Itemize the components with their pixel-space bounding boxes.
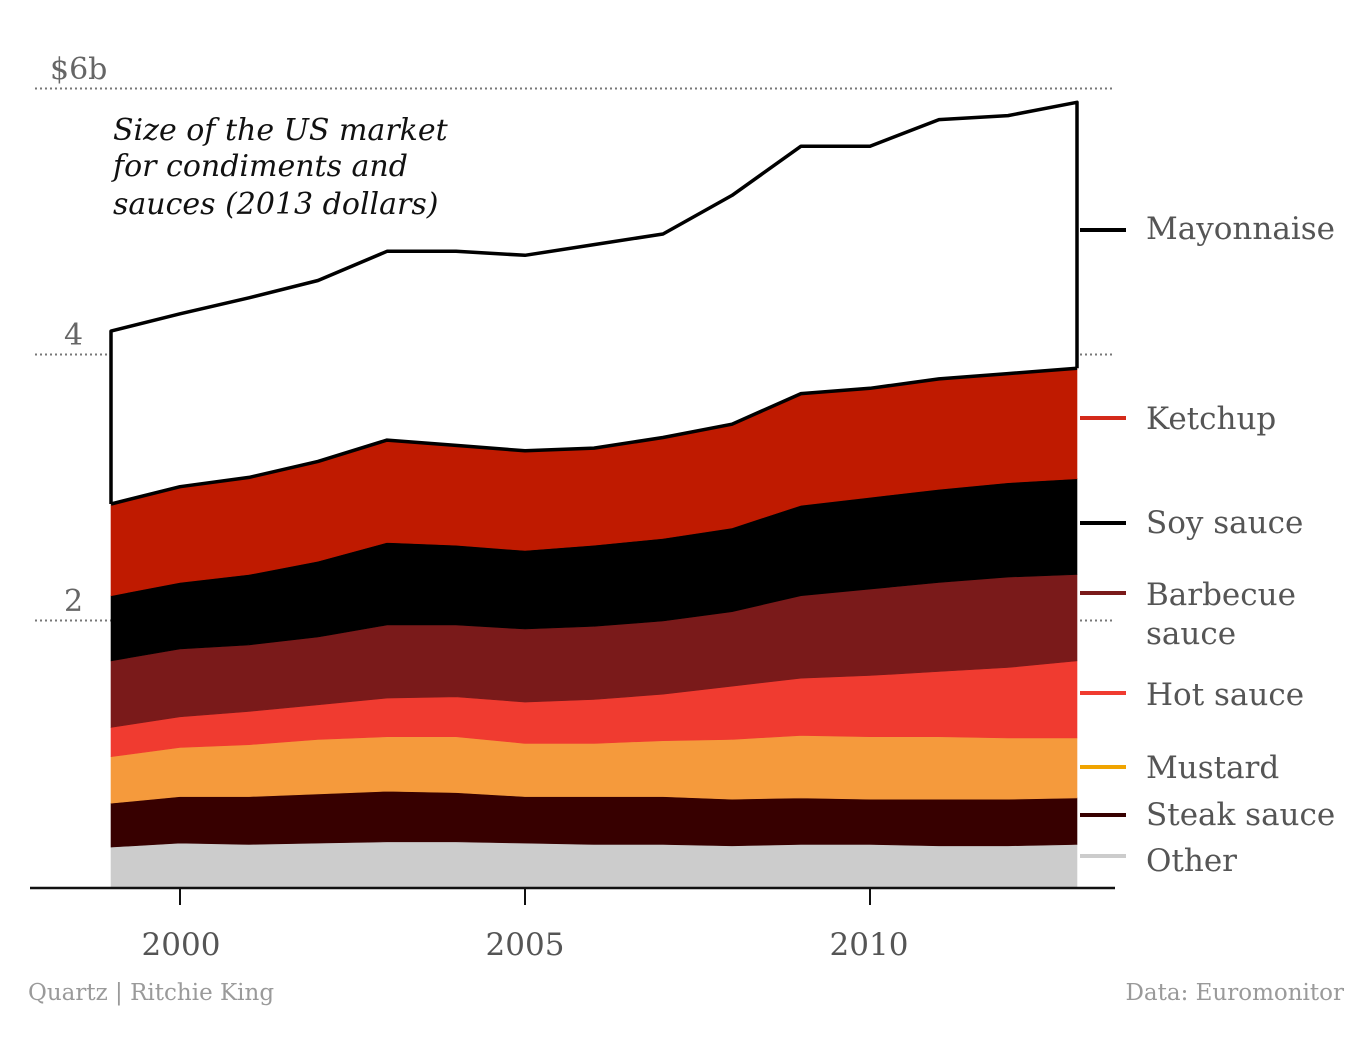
series-areas xyxy=(110,101,1078,888)
title-line-2: for condiments and xyxy=(111,149,408,184)
x-tick-label-2000: 2000 xyxy=(142,927,221,963)
title-line-1: Size of the US market xyxy=(113,113,449,148)
mayonnaise-lower-edge xyxy=(110,366,1078,506)
x-tick-label-2010: 2010 xyxy=(830,927,909,963)
y-tick-label-2: 2 xyxy=(64,584,83,619)
source-text: Data: Euromonitor xyxy=(1125,980,1344,1006)
legend-label-mayonnaise: Mayonnaise xyxy=(1146,211,1335,247)
total-outline-path xyxy=(109,100,1079,504)
legend: Mayonnaise Ketchup Soy sauce Barbecue sa… xyxy=(1080,211,1335,879)
x-tick-label-2005: 2005 xyxy=(486,927,565,963)
y-tick-label-6: $6b xyxy=(50,52,107,87)
legend-label-steak-sauce: Steak sauce xyxy=(1146,797,1335,833)
total-outline xyxy=(109,100,1079,506)
legend-label-soy-sauce: Soy sauce xyxy=(1146,505,1303,541)
area-mustard xyxy=(110,735,1078,804)
y-tick-label-4: 4 xyxy=(64,318,83,353)
axes xyxy=(30,886,1115,905)
legend-label-ketchup: Ketchup xyxy=(1146,401,1276,437)
area-other xyxy=(110,841,1078,888)
legend-label-other: Other xyxy=(1146,843,1237,879)
title-line-3: sauces (2013 dollars) xyxy=(113,187,438,222)
legend-label-mustard: Mustard xyxy=(1146,750,1279,786)
legend-label-barbecue-line2: sauce xyxy=(1146,616,1236,652)
area-steak-sauce xyxy=(110,790,1078,848)
chart-title: Size of the US market for condiments and… xyxy=(111,113,449,222)
credit-text: Quartz | Ritchie King xyxy=(28,980,275,1006)
legend-label-hot-sauce: Hot sauce xyxy=(1146,677,1304,713)
legend-label-barbecue-line1: Barbecue xyxy=(1146,577,1296,613)
